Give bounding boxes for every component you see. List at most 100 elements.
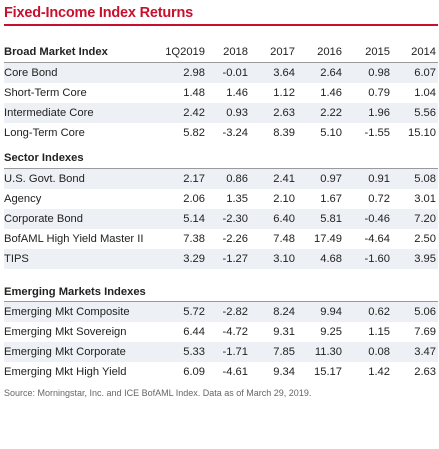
cell-value: 0.98 — [368, 67, 390, 79]
cell-value: -1.27 — [222, 253, 249, 265]
cell-value: 17.49 — [314, 233, 342, 245]
row-label: Short-Term Core — [4, 87, 87, 99]
cell-value: 1.46 — [320, 87, 342, 99]
cell-value: 2.10 — [273, 193, 295, 205]
table-row: U.S. Govt. Bond 2.17 0.86 2.41 0.97 0.91… — [4, 169, 438, 189]
cell-value: 9.25 — [320, 326, 342, 338]
section-header-sector: Sector Indexes — [4, 148, 438, 168]
cell-value: 0.93 — [226, 107, 248, 119]
cell-value: 5.08 — [414, 173, 436, 185]
column-header: 2018 — [223, 46, 248, 58]
row-label: Core Bond — [4, 67, 58, 79]
table-row: Emerging Mkt Sovereign 6.44 -4.72 9.31 9… — [4, 322, 438, 342]
cell-value: 0.79 — [368, 87, 390, 99]
cell-value: 1.15 — [368, 326, 390, 338]
row-label: Intermediate Core — [4, 107, 94, 119]
cell-value: 5.10 — [320, 127, 342, 139]
section-title: Emerging Markets Indexes — [4, 286, 146, 298]
row-label: Emerging Mkt Composite — [4, 306, 130, 318]
cell-value: 8.24 — [273, 306, 295, 318]
title-rule — [4, 24, 438, 26]
row-label: Emerging Mkt Sovereign — [4, 326, 127, 338]
cell-value: 11.30 — [314, 346, 342, 358]
cell-value: 3.47 — [414, 346, 436, 358]
row-label: U.S. Govt. Bond — [4, 173, 85, 185]
cell-value: 2.06 — [183, 193, 205, 205]
section-header-broad-market: Broad Market Index 1Q2019 2018 2017 2016… — [4, 42, 438, 62]
cell-value: 0.86 — [226, 173, 248, 185]
cell-value: 6.07 — [414, 67, 436, 79]
cell-value: 15.10 — [408, 127, 436, 139]
table-row: Corporate Bond 5.14 -2.30 6.40 5.81 -0.4… — [4, 209, 438, 229]
cell-value: 1.42 — [368, 366, 390, 378]
section-title: Sector Indexes — [4, 152, 84, 164]
cell-value: 2.63 — [273, 107, 295, 119]
table-row: Emerging Mkt High Yield 6.09 -4.61 9.34 … — [4, 362, 438, 382]
cell-value: 3.95 — [414, 253, 436, 265]
table-row: Agency 2.06 1.35 2.10 1.67 0.72 3.01 — [4, 189, 438, 209]
cell-value: -0.01 — [222, 67, 249, 79]
table-row: Intermediate Core 2.42 0.93 2.63 2.22 1.… — [4, 103, 438, 123]
cell-value: -4.61 — [222, 366, 249, 378]
cell-value: 6.40 — [273, 213, 295, 225]
cell-value: 6.09 — [183, 366, 205, 378]
cell-value: 1.46 — [226, 87, 248, 99]
cell-value: 9.34 — [273, 366, 295, 378]
column-header: 2014 — [411, 46, 436, 58]
table-row: Emerging Mkt Composite 5.72 -2.82 8.24 9… — [4, 302, 438, 322]
cell-value: -1.71 — [222, 346, 249, 358]
cell-value: -4.64 — [364, 233, 391, 245]
cell-value: 6.44 — [183, 326, 205, 338]
cell-value: 0.72 — [368, 193, 390, 205]
cell-value: -1.60 — [364, 253, 391, 265]
cell-value: 2.64 — [320, 67, 342, 79]
cell-value: 1.48 — [183, 87, 205, 99]
row-label: BofAML High Yield Master II — [4, 233, 144, 245]
column-header: 2017 — [270, 46, 295, 58]
cell-value: 2.50 — [414, 233, 436, 245]
table-row: BofAML High Yield Master II 7.38 -2.26 7… — [4, 229, 438, 249]
cell-value: 4.68 — [320, 253, 342, 265]
cell-value: 9.94 — [320, 306, 342, 318]
cell-value: 0.91 — [368, 173, 390, 185]
section-rule — [4, 301, 438, 302]
cell-value: -4.72 — [222, 326, 249, 338]
cell-value: 2.98 — [183, 67, 205, 79]
cell-value: 1.67 — [320, 193, 342, 205]
cell-value: 2.41 — [273, 173, 295, 185]
cell-value: 9.31 — [273, 326, 295, 338]
cell-value: 7.38 — [183, 233, 205, 245]
cell-value: 5.06 — [414, 306, 436, 318]
cell-value: 7.69 — [414, 326, 436, 338]
source-note: Source: Morningstar, Inc. and ICE BofAML… — [4, 388, 312, 398]
cell-value: 7.20 — [414, 213, 436, 225]
row-label: Agency — [4, 193, 42, 205]
column-header: 2015 — [365, 46, 390, 58]
cell-value: 0.62 — [368, 306, 390, 318]
column-header: 1Q2019 — [165, 46, 205, 58]
cell-value: 8.39 — [273, 127, 295, 139]
cell-value: -2.82 — [222, 306, 249, 318]
cell-value: 5.14 — [183, 213, 205, 225]
table-row: Long-Term Core 5.82 -3.24 8.39 5.10 -1.5… — [4, 123, 438, 143]
cell-value: 5.81 — [320, 213, 342, 225]
cell-value: 5.56 — [414, 107, 436, 119]
cell-value: 2.63 — [414, 366, 436, 378]
section-title: Broad Market Index — [4, 46, 108, 58]
cell-value: -3.24 — [222, 127, 249, 139]
section-rule — [4, 168, 438, 169]
row-label: Emerging Mkt Corporate — [4, 346, 126, 358]
cell-value: -2.30 — [222, 213, 249, 225]
cell-value: 1.04 — [414, 87, 436, 99]
row-label: Emerging Mkt High Yield — [4, 366, 127, 378]
cell-value: 3.29 — [183, 253, 205, 265]
cell-value: 1.96 — [368, 107, 390, 119]
cell-value: 3.01 — [414, 193, 436, 205]
table-row: TIPS 3.29 -1.27 3.10 4.68 -1.60 3.95 — [4, 249, 438, 269]
row-label: Corporate Bond — [4, 213, 83, 225]
cell-value: -1.55 — [364, 127, 391, 139]
cell-value: 15.17 — [314, 366, 342, 378]
cell-value: 3.64 — [273, 67, 295, 79]
cell-value: 2.22 — [320, 107, 342, 119]
cell-value: 1.12 — [273, 87, 295, 99]
